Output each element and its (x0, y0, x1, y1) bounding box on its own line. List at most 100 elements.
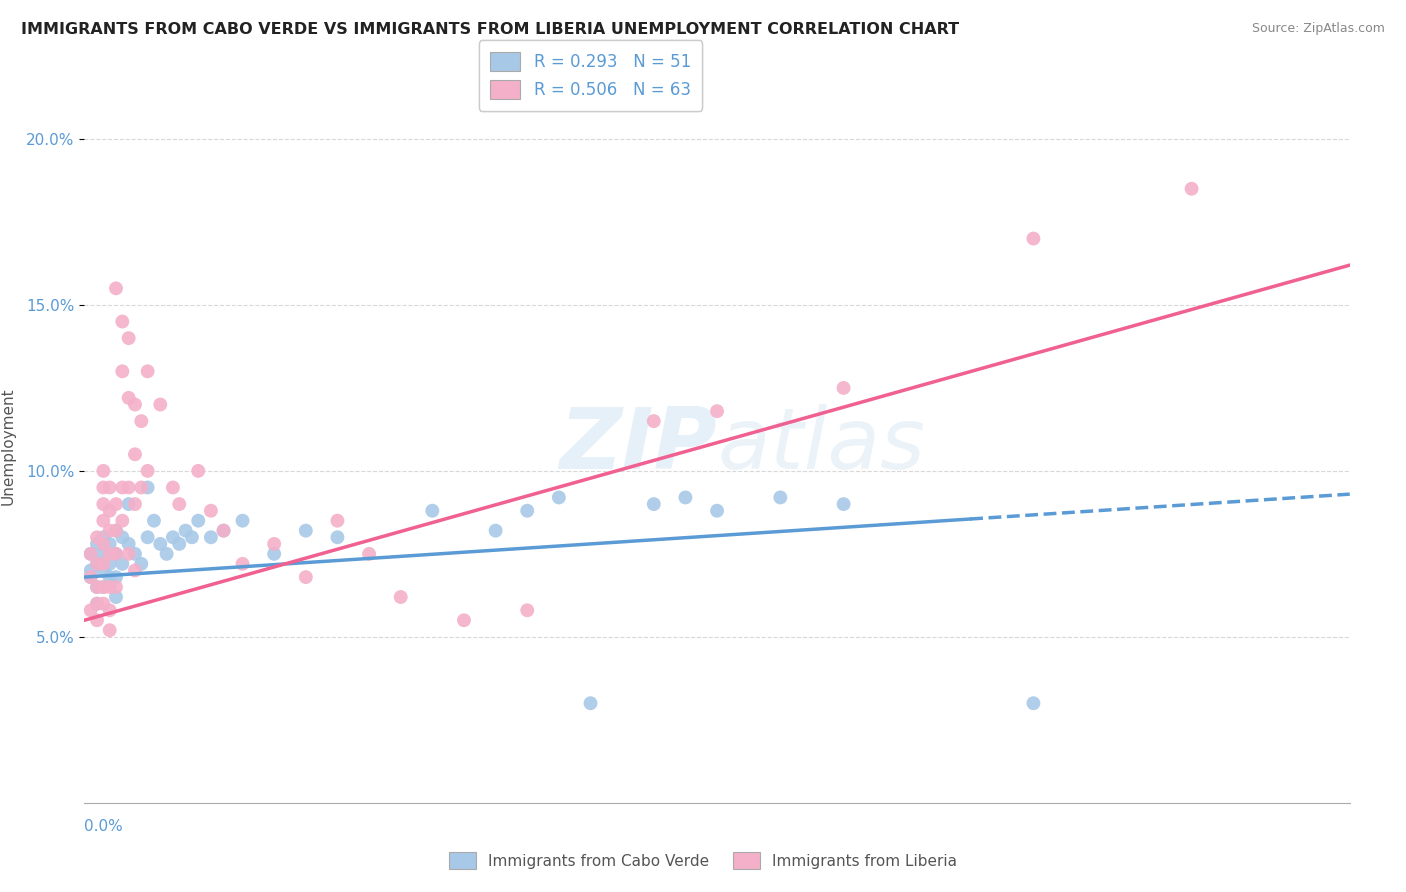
Point (118, 537, 141, 551)
Point (111, 514, 134, 528)
Point (93, 464, 115, 478)
Point (136, 364, 159, 378)
Point (212, 524, 235, 538)
Point (200, 530, 222, 544)
Point (86, 580, 108, 594)
Point (453, 613, 475, 627)
Point (118, 497, 141, 511)
Point (129, 557, 153, 571)
Point (79, 603, 103, 617)
Point (212, 524, 235, 538)
Point (124, 447, 146, 461)
Point (174, 524, 197, 538)
Point (149, 537, 172, 551)
Point (124, 564, 146, 578)
Point (357, 547, 380, 561)
Point (675, 491, 697, 505)
Point (643, 414, 665, 428)
Point (295, 570, 318, 584)
Point (187, 464, 209, 478)
Point (169, 497, 191, 511)
Point (136, 481, 159, 495)
Point (832, 497, 855, 511)
Point (105, 580, 127, 594)
Point (129, 481, 153, 495)
Point (326, 530, 349, 544)
Point (98, 537, 121, 551)
Point (98, 624, 121, 638)
Point (422, 504, 444, 518)
Point (105, 547, 127, 561)
Legend: R = 0.293   N = 51, R = 0.506   N = 63: R = 0.293 N = 51, R = 0.506 N = 63 (478, 40, 703, 111)
Point (149, 397, 172, 411)
Point (93, 481, 115, 495)
Point (79, 547, 103, 561)
Point (111, 314, 134, 328)
Point (93, 597, 115, 611)
Point (98, 524, 121, 538)
Point (155, 547, 177, 561)
Point (86, 530, 108, 544)
Point (389, 590, 412, 604)
Point (93, 537, 115, 551)
Point (79, 570, 103, 584)
Point (118, 547, 141, 561)
Point (231, 514, 254, 528)
Point (143, 514, 166, 528)
Point (93, 497, 115, 511)
Point (98, 603, 121, 617)
Point (86, 597, 108, 611)
Point (86, 557, 108, 571)
Point (118, 331, 141, 345)
Point (105, 547, 127, 561)
Point (98, 580, 121, 594)
Point (263, 537, 285, 551)
Point (169, 537, 191, 551)
Y-axis label: Unemployment: Unemployment (0, 387, 15, 505)
Point (93, 557, 115, 571)
Text: IMMIGRANTS FROM CABO VERDE VS IMMIGRANTS FROM LIBERIA UNEMPLOYMENT CORRELATION C: IMMIGRANTS FROM CABO VERDE VS IMMIGRANTS… (21, 22, 959, 37)
Point (200, 504, 222, 518)
Point (93, 547, 115, 561)
Point (1180, 182, 1202, 196)
Point (136, 464, 159, 478)
Point (79, 564, 103, 578)
Point (263, 547, 285, 561)
Point (105, 497, 127, 511)
Point (706, 404, 728, 418)
Point (548, 491, 571, 505)
Point (98, 547, 121, 561)
Point (124, 397, 146, 411)
Point (180, 530, 204, 544)
Point (162, 530, 184, 544)
Text: Source: ZipAtlas.com: Source: ZipAtlas.com (1251, 22, 1385, 36)
Point (706, 504, 728, 518)
Point (643, 497, 665, 511)
Point (79, 547, 103, 561)
Point (124, 547, 146, 561)
Text: atlas: atlas (717, 404, 925, 488)
Point (111, 481, 134, 495)
Point (136, 530, 159, 544)
Point (162, 481, 184, 495)
Point (326, 514, 349, 528)
Point (295, 524, 318, 538)
Point (231, 557, 254, 571)
Point (93, 564, 115, 578)
Point (1022, 696, 1045, 710)
Point (93, 580, 115, 594)
Point (105, 524, 127, 538)
Point (93, 530, 115, 544)
Point (769, 491, 792, 505)
Point (79, 570, 103, 584)
Point (118, 391, 141, 405)
Legend: Immigrants from Cabo Verde, Immigrants from Liberia: Immigrants from Cabo Verde, Immigrants f… (443, 846, 963, 875)
Point (187, 514, 209, 528)
Point (86, 537, 108, 551)
Point (105, 570, 127, 584)
Point (105, 524, 127, 538)
Point (579, 696, 602, 710)
Point (124, 497, 146, 511)
Point (86, 613, 108, 627)
Point (98, 481, 121, 495)
